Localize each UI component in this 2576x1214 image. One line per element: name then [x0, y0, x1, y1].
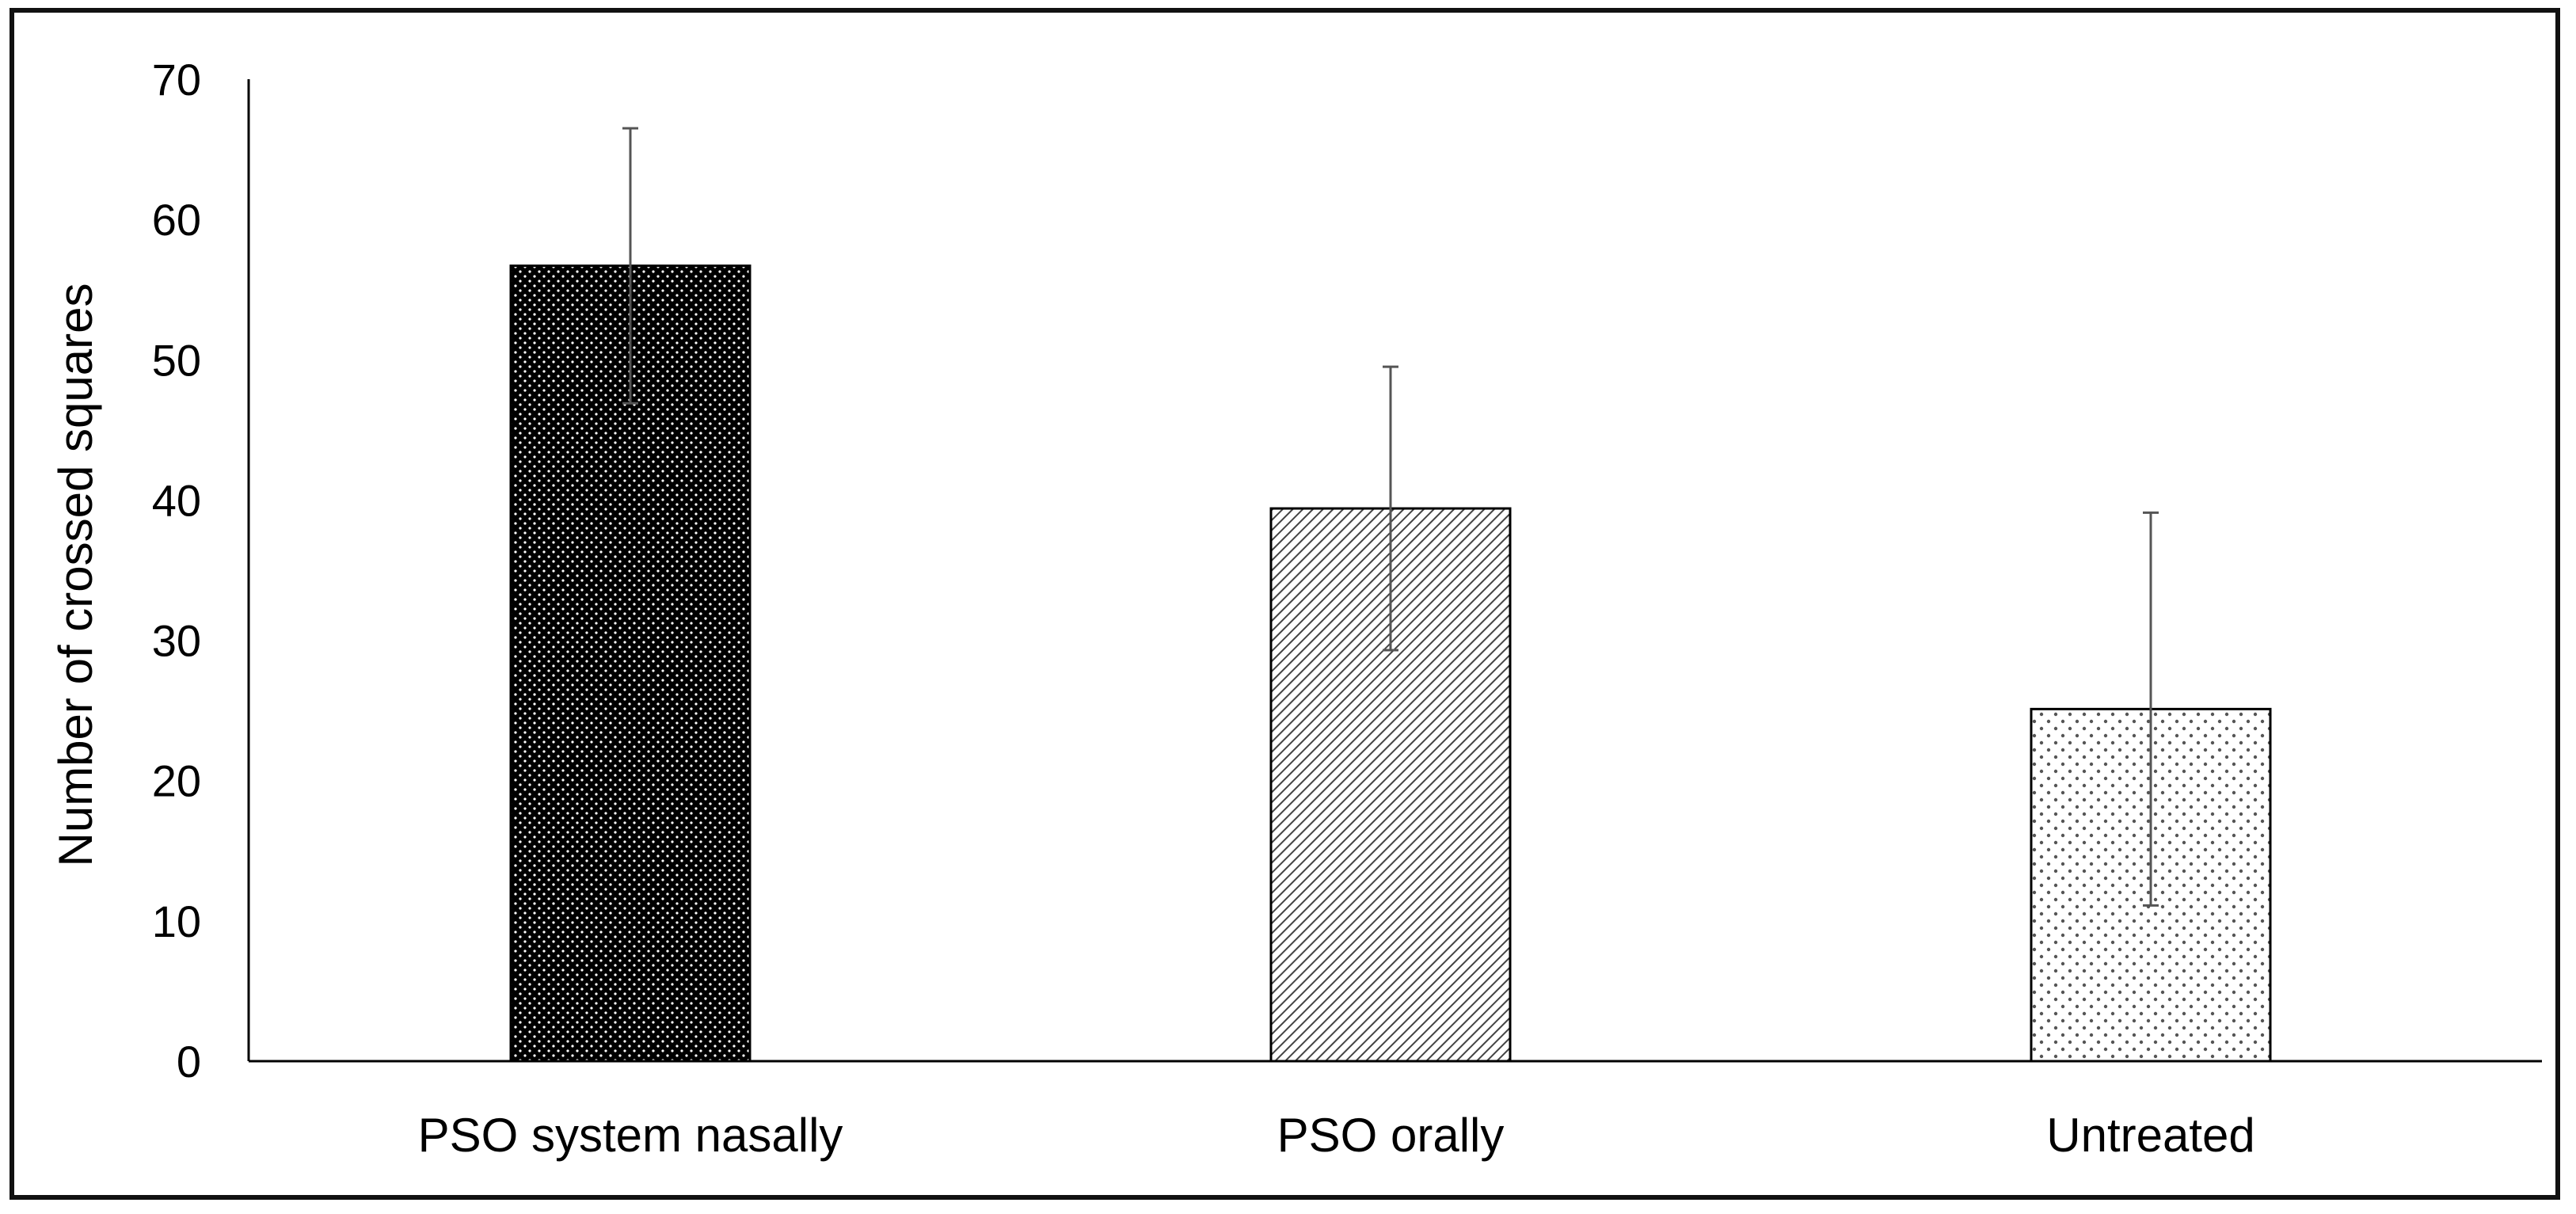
chart-frame: 0 10 20 30 40 50 60 70 PSO system nasally PSO or… — [10, 8, 2560, 1200]
bar-chart: 0 10 20 30 40 50 60 70 PSO system nasally PSO or… — [49, 55, 2542, 1162]
y-tick-label: 50 — [152, 335, 201, 385]
y-tick-label: 20 — [152, 756, 201, 806]
y-tick-label: 60 — [152, 195, 201, 245]
x-axis-category-labels: PSO system nasally PSO orally Untreated — [418, 1109, 2255, 1162]
y-tick-label: 0 — [177, 1037, 201, 1087]
y-tick-label: 30 — [152, 616, 201, 666]
y-axis-title: Number of crossed squares — [49, 284, 102, 867]
y-tick-label: 70 — [152, 55, 201, 105]
error-bars — [622, 127, 2159, 907]
y-tick-label: 40 — [152, 475, 201, 525]
x-category-label: PSO system nasally — [418, 1109, 843, 1162]
y-axis-ticks: 0 10 20 30 40 50 60 70 — [152, 55, 201, 1087]
y-tick-label: 10 — [152, 896, 201, 946]
x-category-label: PSO orally — [1277, 1109, 1505, 1162]
x-category-label: Untreated — [2046, 1109, 2255, 1162]
